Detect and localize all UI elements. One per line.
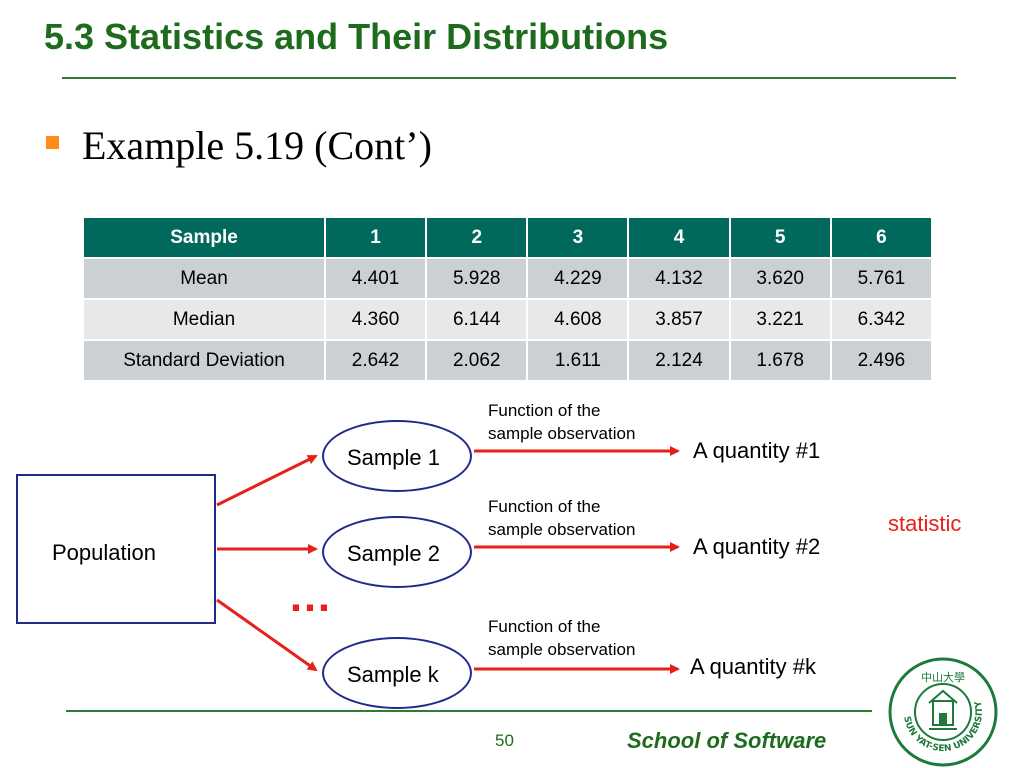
table-cell: 4.360 bbox=[323, 298, 428, 341]
slide-title: 5.3 Statistics and Their Distributions bbox=[44, 16, 669, 57]
population-box bbox=[16, 474, 216, 624]
bullet-square-icon bbox=[46, 136, 59, 149]
table-cell: 3.857 bbox=[627, 298, 731, 341]
function-line-1: Function of the bbox=[488, 497, 601, 516]
page-number: 50 bbox=[495, 731, 514, 750]
sample-1-label: Sample 1 bbox=[347, 445, 440, 470]
table-header-cell: 6 bbox=[829, 216, 934, 259]
table-header-row: Sample 1 2 3 4 5 6 bbox=[82, 216, 934, 259]
table-header-cell: 5 bbox=[728, 216, 832, 259]
table-row: Mean 4.401 5.928 4.229 4.132 3.620 5.761 bbox=[82, 257, 934, 300]
bullet-text: Example 5.19 (Cont’) bbox=[82, 123, 432, 168]
table-header-cell: Sample bbox=[82, 216, 326, 259]
school-name: School of Software bbox=[627, 728, 827, 753]
table-cell: 6.342 bbox=[829, 298, 934, 341]
table-cell: 1.678 bbox=[728, 339, 832, 382]
table-cell: 1.611 bbox=[526, 339, 630, 382]
table-header-cell: 2 bbox=[425, 216, 529, 259]
quantity-k-label: A quantity #k bbox=[690, 654, 816, 679]
table-cell: 4.401 bbox=[323, 257, 428, 300]
statistics-table: Sample 1 2 3 4 5 6 Mean 4.401 5.928 4.22… bbox=[82, 216, 934, 382]
sample-k-label: Sample k bbox=[347, 662, 439, 687]
table-cell: 2.642 bbox=[323, 339, 428, 382]
sample-k-ellipse bbox=[322, 637, 472, 709]
function-label: Function of the sample observation bbox=[488, 495, 635, 541]
table-cell: 5.928 bbox=[425, 257, 529, 300]
table-cell: 4.229 bbox=[526, 257, 630, 300]
table-cell: 3.620 bbox=[728, 257, 832, 300]
arrow-population-sample-1 bbox=[216, 454, 318, 507]
table-cell: 3.221 bbox=[728, 298, 832, 341]
sample-2-label: Sample 2 bbox=[347, 541, 440, 566]
university-seal-icon: SUN YAT-SEN UNIVERSITY 中山大學 bbox=[888, 657, 998, 767]
function-line-2: sample observation bbox=[488, 520, 636, 539]
table-header-cell: 1 bbox=[323, 216, 428, 259]
function-line-1: Function of the bbox=[488, 401, 601, 420]
sample-2-ellipse bbox=[322, 516, 472, 588]
table-cell: 4.132 bbox=[627, 257, 731, 300]
table-cell: 4.608 bbox=[526, 298, 630, 341]
table-header-cell: 4 bbox=[627, 216, 731, 259]
table-cell: 2.496 bbox=[829, 339, 934, 382]
table-row: Standard Deviation 2.642 2.062 1.611 2.1… bbox=[82, 339, 934, 382]
function-line-1: Function of the bbox=[488, 617, 601, 636]
table-cell: 5.761 bbox=[829, 257, 934, 300]
table-cell: 2.062 bbox=[425, 339, 529, 382]
quantity-1-label: A quantity #1 bbox=[693, 438, 821, 463]
population-label: Population bbox=[52, 540, 156, 565]
table-header-cell: 3 bbox=[526, 216, 630, 259]
ellipsis-dots: … bbox=[288, 572, 338, 621]
arrow-population-sample-k bbox=[216, 598, 318, 672]
table-row: Median 4.360 6.144 4.608 3.857 3.221 6.3… bbox=[82, 298, 934, 341]
sample-1-ellipse bbox=[322, 420, 472, 492]
function-label: Function of the sample observation bbox=[488, 399, 635, 445]
row-label-cell: Median bbox=[82, 298, 326, 341]
svg-text:中山大學: 中山大學 bbox=[921, 670, 965, 684]
table-cell: 2.124 bbox=[627, 339, 731, 382]
row-label-cell: Standard Deviation bbox=[82, 339, 326, 382]
row-label-cell: Mean bbox=[82, 257, 326, 300]
title-divider bbox=[62, 77, 956, 79]
function-line-2: sample observation bbox=[488, 424, 636, 443]
footer-divider bbox=[66, 710, 872, 712]
function-label: Function of the sample observation bbox=[488, 615, 635, 661]
table-cell: 6.144 bbox=[425, 298, 529, 341]
statistic-label: statistic bbox=[888, 511, 962, 536]
function-line-2: sample observation bbox=[488, 640, 636, 659]
quantity-2-label: A quantity #2 bbox=[693, 534, 821, 559]
